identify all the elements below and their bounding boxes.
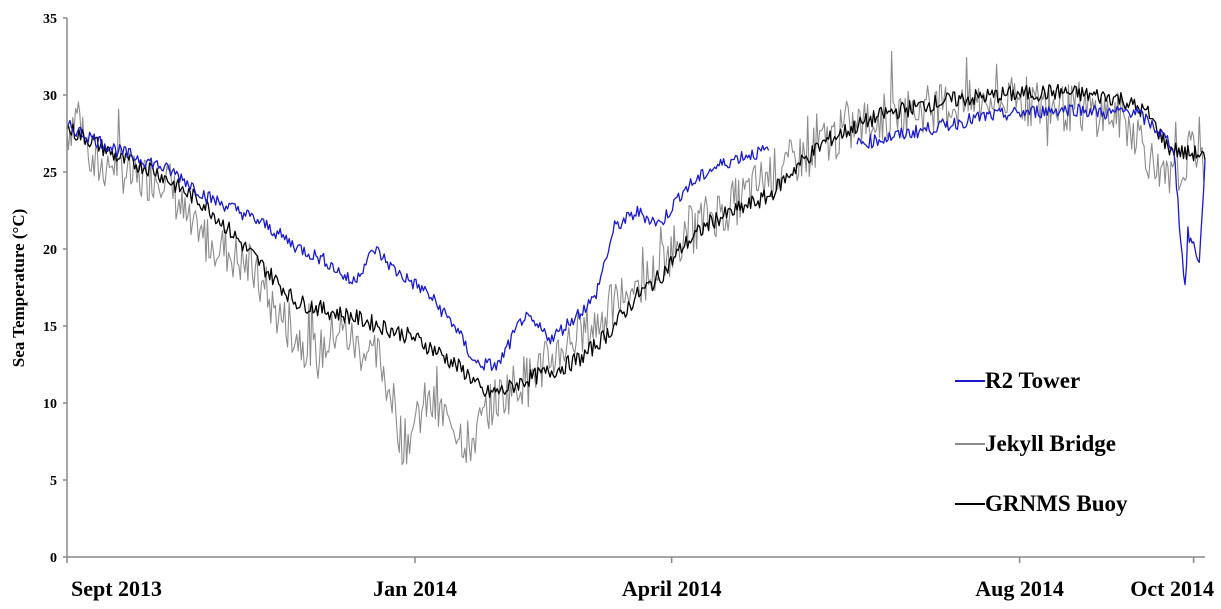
- x-tick-label: Aug 2014: [975, 576, 1064, 601]
- axes: [66, 18, 1205, 558]
- y-tick-label: 35: [43, 12, 57, 27]
- y-tick-label: 10: [43, 397, 57, 412]
- x-ticks: Sept 2013 Jan 2014 April 2014 Aug 2014 Oct 2…: [66, 557, 1214, 601]
- x-tick-label: April 2014: [622, 576, 722, 601]
- series-line-r2-tower: [856, 103, 1206, 286]
- y-tick-label: 15: [43, 320, 57, 335]
- legend-label: Jekyll Bridge: [985, 431, 1116, 456]
- y-tick-label: 5: [50, 474, 57, 489]
- legend-label: GRNMS Buoy: [985, 491, 1128, 516]
- series-line-grnms-buoy: [66, 83, 1206, 398]
- y-ticks: 0 5 10 15 20 25 30 35: [43, 12, 67, 566]
- y-axis-label: Sea Temperature (°C): [9, 209, 28, 368]
- series-line-r2-tower: [66, 119, 770, 372]
- series-layer: [66, 50, 1206, 466]
- series-line-jekyll-bridge: [66, 50, 1206, 466]
- y-tick-label: 20: [43, 243, 57, 258]
- x-tick-label: Jan 2014: [373, 576, 457, 601]
- x-tick-label: Sept 2013: [71, 576, 162, 601]
- legend: R2 Tower Jekyll Bridge GRNMS Buoy: [955, 368, 1128, 516]
- y-tick-label: 25: [43, 166, 57, 181]
- y-tick-label: 30: [43, 89, 57, 104]
- x-tick-label: Oct 2014: [1130, 576, 1214, 601]
- y-tick-label: 0: [50, 551, 57, 566]
- legend-label: R2 Tower: [985, 368, 1080, 393]
